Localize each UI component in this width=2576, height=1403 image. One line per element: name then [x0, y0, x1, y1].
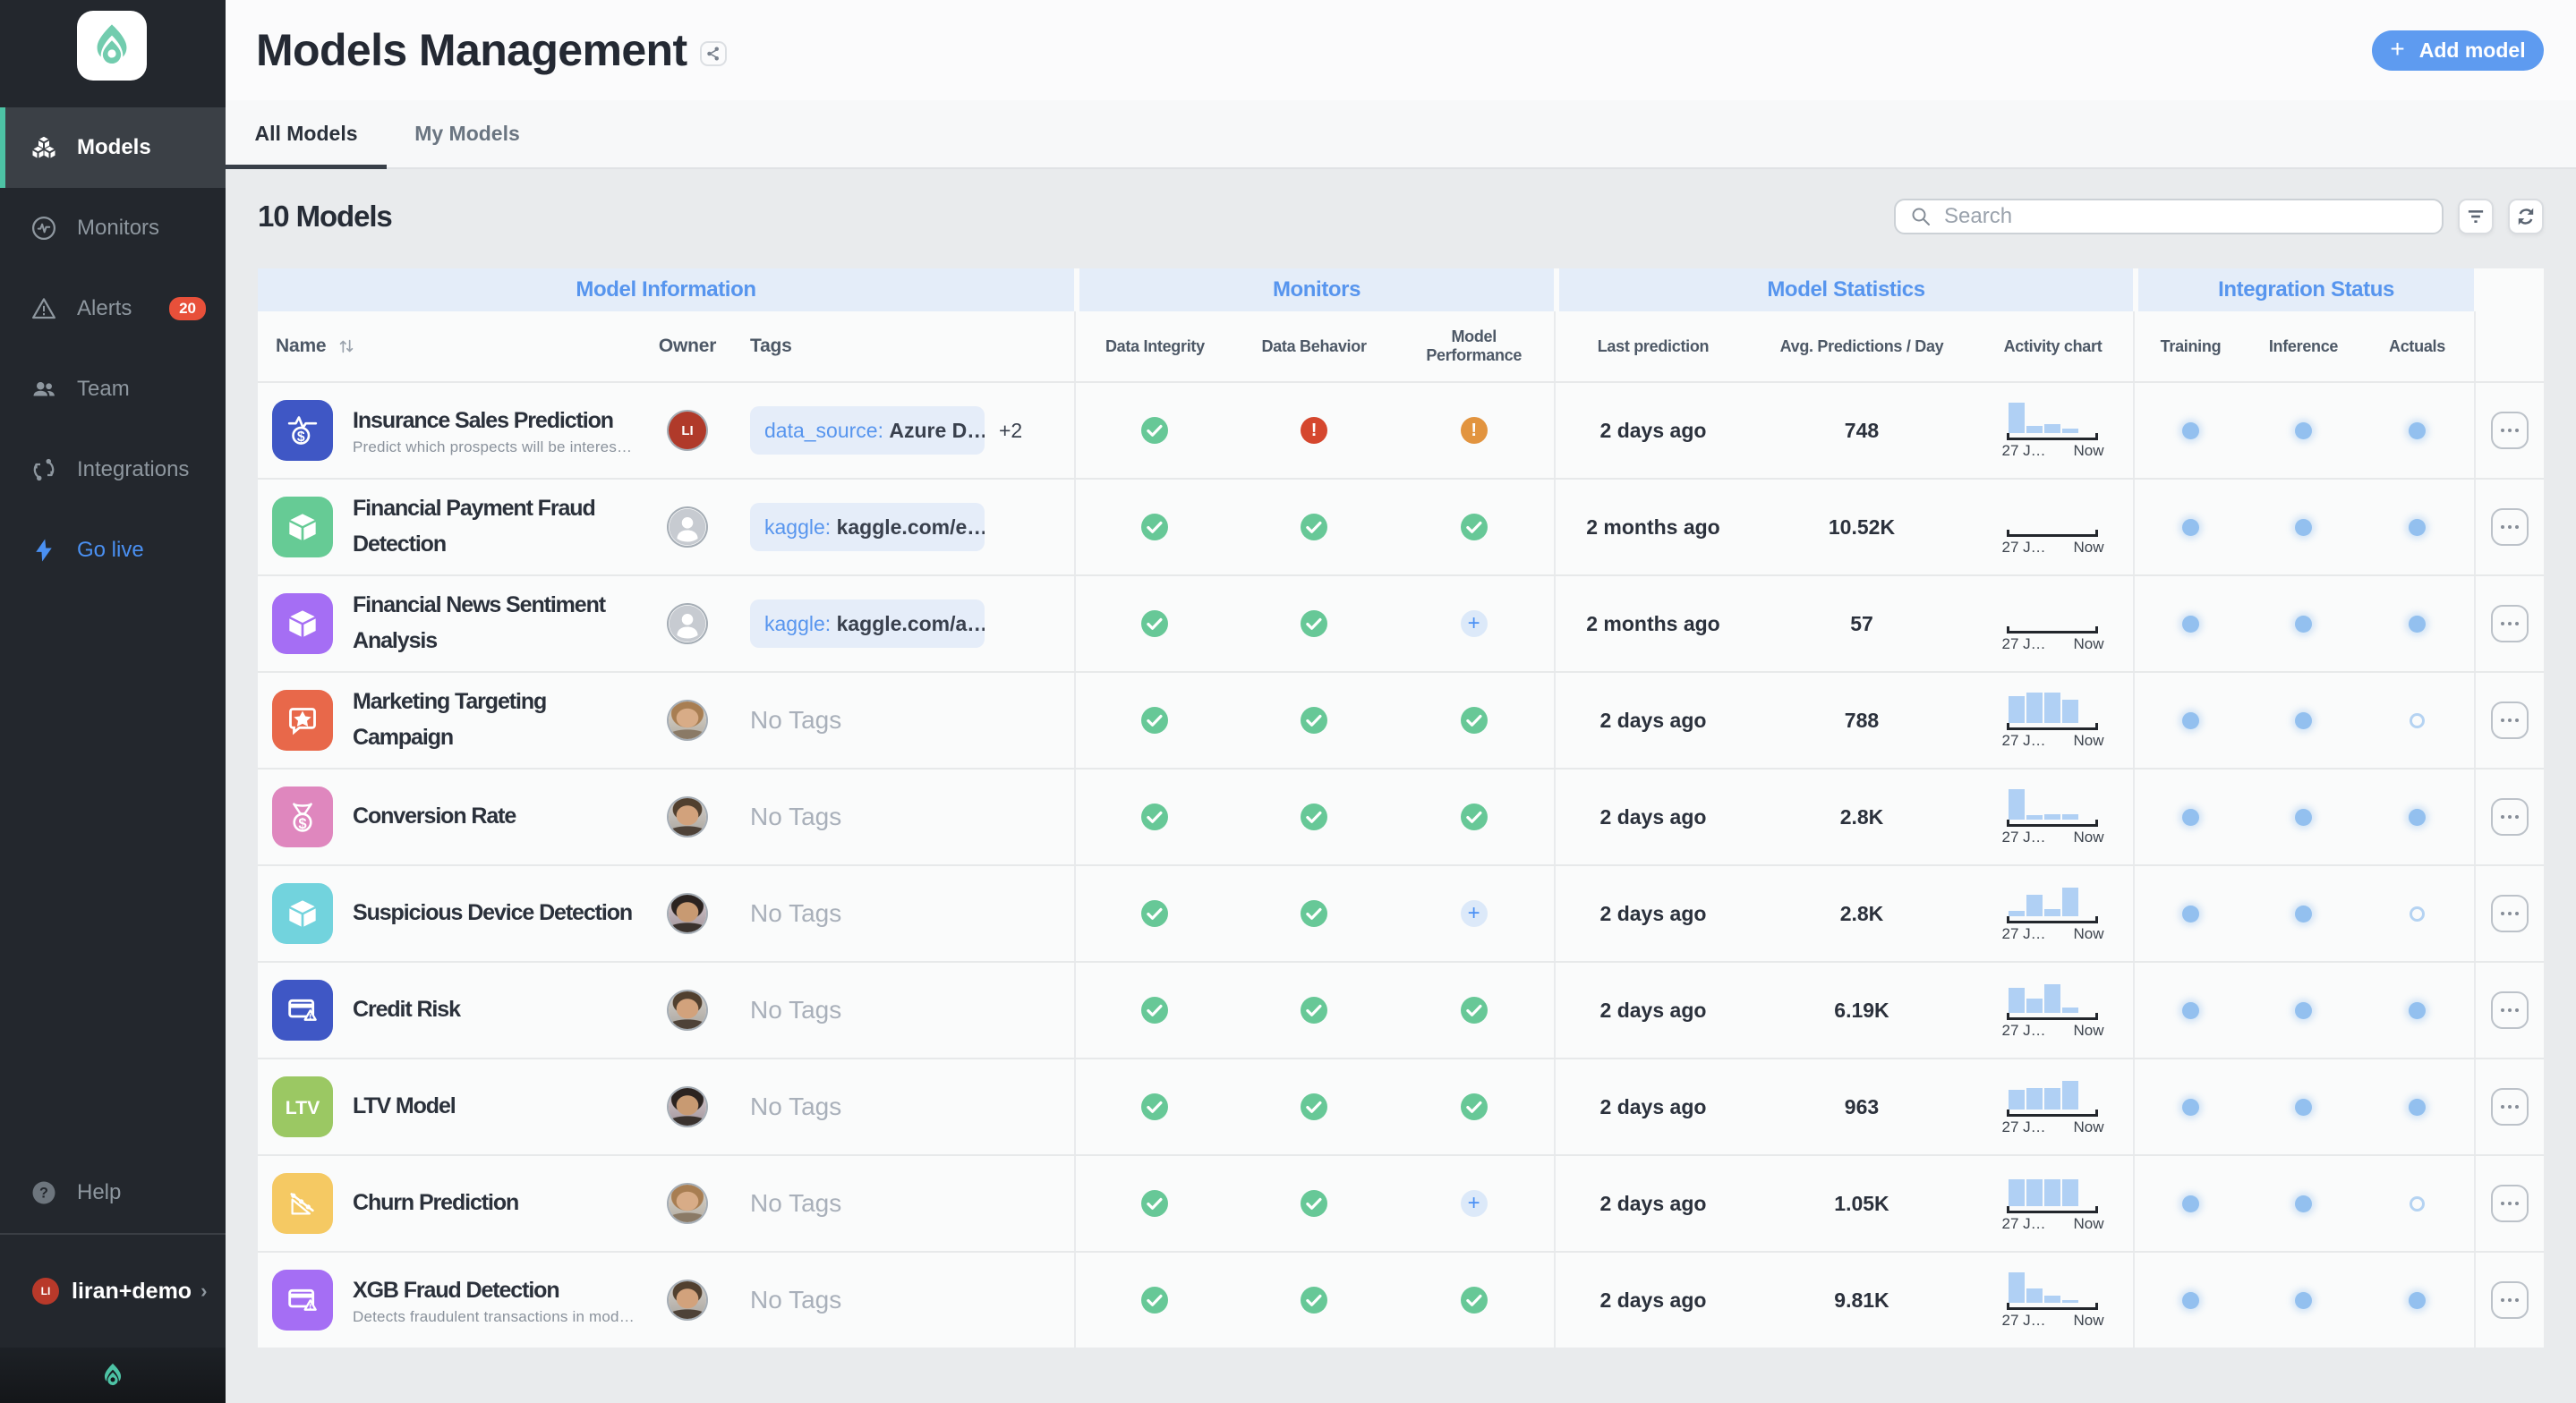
svg-text:$: $ [297, 429, 305, 445]
svg-text:?: ? [39, 1186, 48, 1202]
svg-text:LTV: LTV [286, 1098, 320, 1118]
svg-text:$: $ [298, 815, 306, 832]
